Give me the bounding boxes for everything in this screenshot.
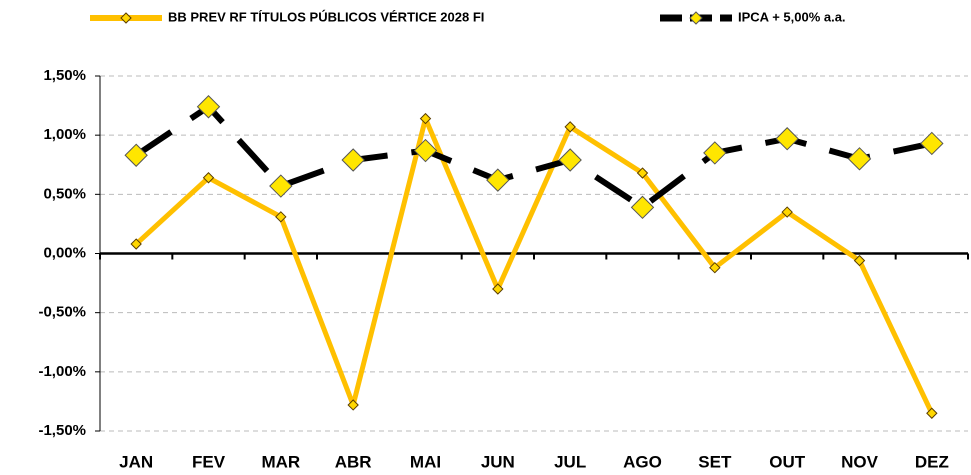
y-tick-label: 0,00% (43, 244, 86, 261)
x-tick-label: DEZ (915, 452, 949, 471)
marker (269, 174, 293, 198)
x-tick-label: SET (698, 452, 732, 471)
marker (564, 121, 576, 133)
y-tick-label: -1,50% (38, 422, 86, 439)
y-tick-label: -1,00% (38, 363, 86, 380)
marker (926, 407, 938, 419)
x-tick-label: JUN (481, 452, 515, 471)
marker (347, 399, 359, 411)
marker (130, 238, 142, 250)
marker (920, 131, 944, 156)
marker (703, 141, 727, 165)
x-tick-label: OUT (769, 452, 806, 471)
x-tick-label: FEV (192, 452, 226, 471)
series-line (134, 103, 933, 211)
marker (492, 283, 504, 295)
marker (196, 95, 221, 119)
x-tick-label: AGO (623, 452, 662, 471)
marker (781, 206, 793, 218)
marker (275, 211, 287, 223)
series-line (134, 116, 935, 415)
marker (847, 147, 872, 171)
marker (486, 168, 510, 192)
marker (341, 148, 365, 172)
marker (636, 167, 649, 179)
y-tick-label: 1,00% (43, 126, 86, 143)
marker (419, 112, 432, 125)
x-tick-label: JUL (554, 452, 586, 471)
y-tick-label: 0,50% (43, 185, 86, 202)
marker (202, 172, 215, 184)
marker (413, 138, 438, 163)
marker (775, 127, 799, 151)
marker (709, 261, 721, 274)
x-tick-label: MAR (261, 452, 300, 471)
legend-marker (689, 11, 703, 25)
legend-label: IPCA + 5,00% a.a. (738, 9, 846, 24)
x-tick-label: JAN (119, 452, 153, 471)
marker (124, 143, 148, 167)
marker (558, 148, 582, 172)
x-tick-label: ABR (335, 452, 372, 471)
x-tick-label: NOV (841, 452, 879, 471)
y-tick-label: -0,50% (38, 304, 86, 321)
y-tick-label: 1,50% (43, 67, 86, 84)
x-tick-label: MAI (410, 452, 441, 471)
legend-label: BB PREV RF TÍTULOS PÚBLICOS VÉRTICE 2028… (168, 9, 484, 24)
legend-marker (120, 12, 132, 24)
marker (630, 195, 655, 220)
marker (853, 254, 866, 267)
